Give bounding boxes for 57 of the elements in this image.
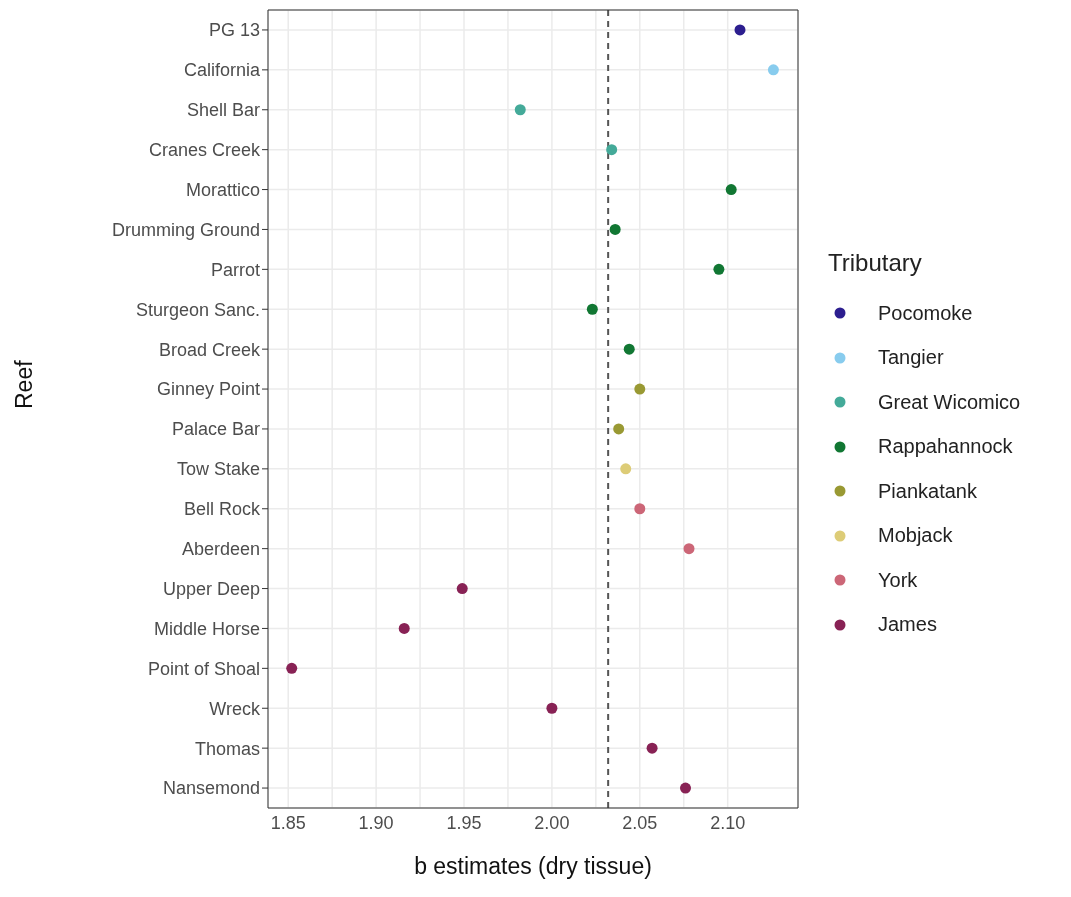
x-tick-label: 1.90 [358,812,394,833]
x-tick-label: 2.10 [710,812,746,833]
y-tick-label: California [183,60,261,81]
point [613,423,625,435]
y-tick-label: Ginney Point [156,379,260,400]
point [634,383,646,395]
point [646,742,658,754]
legend-title: Tributary [828,249,923,277]
y-tick-label: PG 13 [208,20,260,41]
point [767,64,779,76]
point [606,144,618,156]
x-tick-label: 2.05 [622,812,658,833]
y-tick-label: Point of Shoal [147,658,260,679]
y-tick-label: Cranes Creek [148,140,261,161]
point [683,543,695,555]
legend-label: Rappahannock [878,435,1013,459]
legend-label: Piankatank [878,479,977,503]
y-tick-label: Broad Creek [158,339,261,360]
point [734,24,746,36]
y-tick-label: Wreck [209,698,261,719]
legend-label: Mobjack [878,524,953,548]
y-axis-title: Reef [11,359,38,409]
legend-label: Great Wicomico [878,390,1021,414]
legend-label: Pocomoke [878,301,973,325]
point [546,702,558,714]
point [634,503,646,515]
point [514,104,526,116]
y-tick-label: Aberdeen [181,539,260,560]
point [725,184,737,196]
y-tick-label: Shell Bar [186,100,260,121]
y-tick-label: Upper Deep [162,578,260,599]
y-tick-label: Bell Rock [183,499,261,520]
legend-label: York [878,568,918,592]
y-tick-label: Parrot [210,259,260,280]
point [620,463,632,475]
y-tick-label: Tow Stake [176,459,260,480]
x-tick-label: 2.00 [534,812,570,833]
point [286,662,298,674]
point [398,622,410,634]
legend-label: James [878,613,937,637]
x-tick-label: 1.95 [446,812,482,833]
point [456,583,468,595]
y-tick-label: Middle Horse [153,618,260,639]
y-tick-label: Thomas [194,738,260,759]
x-tick-label: 1.85 [270,812,306,833]
point [609,223,621,235]
point [713,263,725,275]
y-tick-label: Drumming Ground [111,219,260,240]
legend-label: Tangier [878,346,944,370]
x-axis-title: b estimates (dry tissue) [414,853,652,879]
point [586,303,598,315]
y-tick-label: Nansemond [162,778,260,799]
y-tick-label: Morattico [185,179,260,200]
y-tick-label: Sturgeon Sanc. [135,299,260,320]
point [623,343,635,355]
y-tick-label: Palace Bar [171,419,260,440]
point [680,782,691,794]
